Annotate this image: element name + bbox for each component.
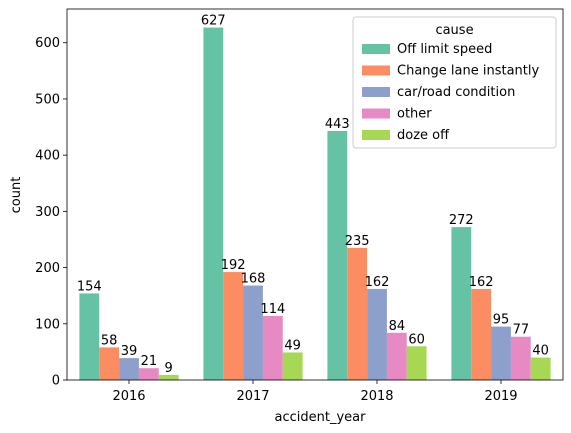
bar-doze-off-2019 [530, 357, 551, 380]
bar-other-2019 [510, 336, 531, 380]
bar-car-road-condition-2018 [367, 288, 387, 380]
data-labels: 154 627 443 272 58 192 235 162 39 168 162 95 21 114 84… [77, 14, 549, 376]
bar-car-road-condition-2016 [119, 358, 139, 380]
data-label: 154 [77, 279, 102, 294]
legend: cause Off limit speed Change lane instantl… [352, 16, 557, 149]
x-tick-label: 2019 [484, 389, 517, 404]
bar-car-road-condition-2019 [491, 326, 511, 380]
x-tick-label: 2016 [112, 389, 145, 404]
legend-entry: car/road condition [397, 85, 515, 100]
legend-title: cause [435, 23, 473, 38]
y-tick-label: 0 [52, 374, 60, 389]
bars [79, 27, 551, 381]
legend-entry: Off limit speed [397, 42, 492, 57]
data-label: 21 [141, 354, 158, 369]
legend-swatch [362, 108, 390, 119]
y-tick-label: 400 [35, 149, 60, 164]
data-label: 162 [469, 275, 494, 290]
x-tick-label: 2018 [360, 389, 393, 404]
plot-frame [66, 8, 564, 381]
data-label: 114 [260, 302, 285, 317]
data-label: 40 [532, 344, 549, 359]
y-tick-label: 500 [35, 92, 60, 107]
bar-off-limit-speed-2019 [451, 227, 472, 380]
bar-doze-off-2017 [282, 352, 303, 380]
bar-off-limit-speed-2018 [327, 130, 348, 380]
data-label: 162 [365, 275, 390, 290]
data-label: 39 [121, 344, 138, 359]
bar-off-limit-speed-2017 [203, 27, 224, 381]
data-label: 77 [513, 323, 530, 338]
legend-swatch [362, 65, 390, 76]
bar-other-2018 [386, 332, 407, 380]
data-label: 60 [408, 332, 425, 347]
data-label: 192 [221, 258, 246, 273]
legend-swatch [362, 87, 390, 97]
data-label: 627 [201, 14, 226, 29]
y-tick-label: 600 [35, 36, 60, 51]
bar-car-road-condition-2017 [243, 285, 263, 380]
x-axis-label: accident_year [275, 410, 367, 425]
legend-swatch [362, 130, 390, 140]
data-label: 95 [493, 313, 510, 328]
bar-doze-off-2016 [158, 374, 179, 380]
y-tick-label: 100 [35, 317, 60, 332]
bar-change-lane-instantly-2019 [471, 288, 492, 380]
data-label: 272 [449, 213, 474, 228]
bar-other-2016 [138, 368, 159, 380]
legend-entry: Change lane instantly [397, 64, 539, 79]
y-tick-label: 300 [35, 205, 60, 220]
bar-change-lane-instantly-2017 [223, 272, 244, 380]
axes: 0 100 200 300 400 500 600 2016 2017 2018 2019 [35, 8, 564, 404]
legend-box [352, 16, 557, 149]
bar-off-limit-speed-2016 [79, 293, 100, 380]
data-label: 168 [241, 272, 266, 287]
x-tick-label: 2017 [236, 389, 269, 404]
y-axis-label: count [9, 177, 24, 214]
data-label: 443 [325, 117, 350, 132]
data-label: 9 [165, 361, 173, 376]
data-label: 58 [101, 333, 118, 348]
bar-change-lane-instantly-2016 [99, 347, 120, 380]
legend-entry: doze off [397, 128, 450, 143]
bar-change-lane-instantly-2018 [347, 247, 368, 380]
bar-doze-off-2018 [406, 346, 427, 380]
data-label: 235 [345, 234, 370, 249]
legend-entry: other [397, 107, 432, 122]
data-label: 49 [284, 338, 301, 353]
legend-swatch [362, 44, 390, 54]
data-label: 84 [389, 319, 406, 334]
bar-other-2017 [262, 315, 283, 380]
y-tick-label: 200 [35, 261, 60, 276]
